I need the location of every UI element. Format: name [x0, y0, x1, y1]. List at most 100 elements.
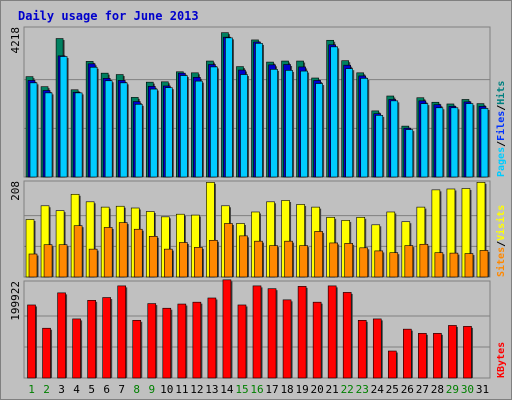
bar-pages-day-17: [270, 69, 278, 178]
bar-pages-day-12: [195, 80, 203, 178]
bar-sites-day-6: [103, 227, 113, 278]
bar-kbytes-day-9: [147, 303, 157, 379]
bar-sites-day-20: [314, 231, 323, 278]
day-label-24: 24: [371, 383, 385, 396]
day-label-25: 25: [386, 383, 399, 396]
bar-pages-day-20: [315, 83, 323, 178]
bar-pages-day-27: [420, 103, 429, 178]
legend-entry: Files: [495, 111, 507, 141]
day-label-1: 1: [28, 383, 35, 396]
day-label-23: 23: [356, 383, 369, 396]
legend-entry: Pages: [496, 147, 507, 177]
bar-pages-day-13: [210, 66, 218, 178]
bar-pages-day-4: [74, 92, 83, 178]
bar-sites-day-4: [73, 225, 83, 278]
panel-legend: Sites/Visits: [495, 205, 507, 277]
day-label-16: 16: [250, 383, 263, 396]
legend-entry: Visits: [495, 205, 507, 241]
bar-sites-day-27: [419, 243, 429, 278]
bar-kbytes-day-17: [267, 288, 277, 379]
panel-legend: Pages/Files/Hits: [495, 81, 507, 177]
panel-visits-sites: 208 Sites/Visits: [9, 180, 507, 278]
bar-kbytes-day-13: [207, 297, 217, 379]
bar-pages-day-7: [119, 82, 128, 178]
day-label-6: 6: [103, 383, 110, 396]
panel-kbytes: 199922 KBytes: [9, 279, 507, 379]
bar-pages-day-15: [240, 74, 248, 178]
bar-kbytes-day-22: [342, 292, 352, 379]
day-label-13: 13: [205, 383, 218, 396]
bar-pages-day-21: [330, 46, 338, 178]
day-label-28: 28: [431, 383, 444, 396]
bar-sites-day-2: [43, 244, 53, 278]
bar-kbytes-day-4: [72, 318, 81, 379]
bar-pages-day-10: [165, 87, 173, 178]
bar-pages-day-9: [149, 88, 158, 178]
y-max-label: 208: [9, 181, 22, 201]
bar-sites-day-12: [194, 247, 203, 278]
bar-kbytes-day-12: [192, 301, 202, 379]
bar-sites-day-19: [299, 245, 308, 278]
bar-kbytes-day-5: [87, 300, 96, 379]
bar-sites-day-25: [389, 252, 399, 278]
day-label-7: 7: [118, 383, 125, 396]
bar-sites-day-10: [164, 248, 173, 278]
bar-sites-day-3: [58, 244, 68, 278]
bar-kbytes-day-11: [177, 303, 187, 379]
bar-sites-day-16: [254, 240, 263, 278]
bar-sites-day-7: [118, 222, 128, 278]
bar-pages-day-2: [44, 92, 53, 178]
bar-sites-day-1: [28, 253, 38, 278]
bar-pages-day-3: [59, 56, 68, 178]
legend-entry: KBytes: [496, 342, 507, 378]
bar-kbytes-day-26: [403, 328, 412, 379]
bar-sites-day-31: [479, 250, 489, 278]
bar-kbytes-day-28: [433, 333, 442, 379]
bar-sites-day-5: [88, 248, 98, 278]
legend-entry: /: [496, 241, 507, 247]
day-label-29: 29: [446, 383, 459, 396]
bar-pages-day-6: [104, 80, 113, 178]
bar-sites-day-11: [179, 242, 188, 278]
bar-kbytes-day-16: [252, 285, 262, 379]
bar-sites-day-22: [344, 243, 353, 278]
day-label-21: 21: [326, 383, 339, 396]
bar-pages-day-28: [435, 107, 444, 178]
bar-pages-day-16: [255, 43, 263, 178]
legend-entry: Hits: [495, 81, 507, 105]
day-label-17: 17: [265, 383, 278, 396]
bar-pages-day-29: [450, 107, 459, 178]
bar-sites-day-23: [359, 247, 369, 278]
bar-pages-day-18: [285, 70, 293, 178]
bar-kbytes-day-30: [463, 326, 472, 379]
legend-entry: /: [496, 141, 507, 147]
bar-kbytes-day-27: [418, 333, 427, 379]
day-label-31: 31: [476, 383, 489, 396]
bar-kbytes-day-3: [57, 292, 66, 379]
bar-kbytes-day-20: [312, 301, 322, 379]
bar-pages-day-31: [480, 108, 489, 178]
day-label-30: 30: [461, 383, 474, 396]
bar-kbytes-day-2: [42, 327, 51, 379]
bar-sites-day-24: [374, 250, 384, 278]
bar-sites-day-29: [449, 252, 459, 278]
bar-kbytes-day-24: [372, 318, 382, 379]
day-label-18: 18: [280, 383, 293, 396]
day-label-5: 5: [88, 383, 95, 396]
bar-sites-day-28: [434, 252, 444, 278]
bar-kbytes-day-29: [448, 325, 457, 379]
bar-sites-day-17: [269, 245, 278, 278]
bar-kbytes-day-7: [117, 285, 127, 379]
day-label-14: 14: [220, 383, 234, 396]
bar-kbytes-day-23: [357, 320, 367, 379]
bar-sites-day-21: [329, 242, 338, 278]
day-label-3: 3: [58, 383, 65, 396]
bar-pages-day-14: [225, 37, 233, 178]
bar-pages-day-25: [390, 100, 399, 178]
day-label-22: 22: [341, 383, 354, 396]
bar-pages-day-5: [89, 66, 98, 178]
y-max-label: 4218: [9, 27, 22, 54]
bar-kbytes-day-1: [27, 304, 36, 379]
